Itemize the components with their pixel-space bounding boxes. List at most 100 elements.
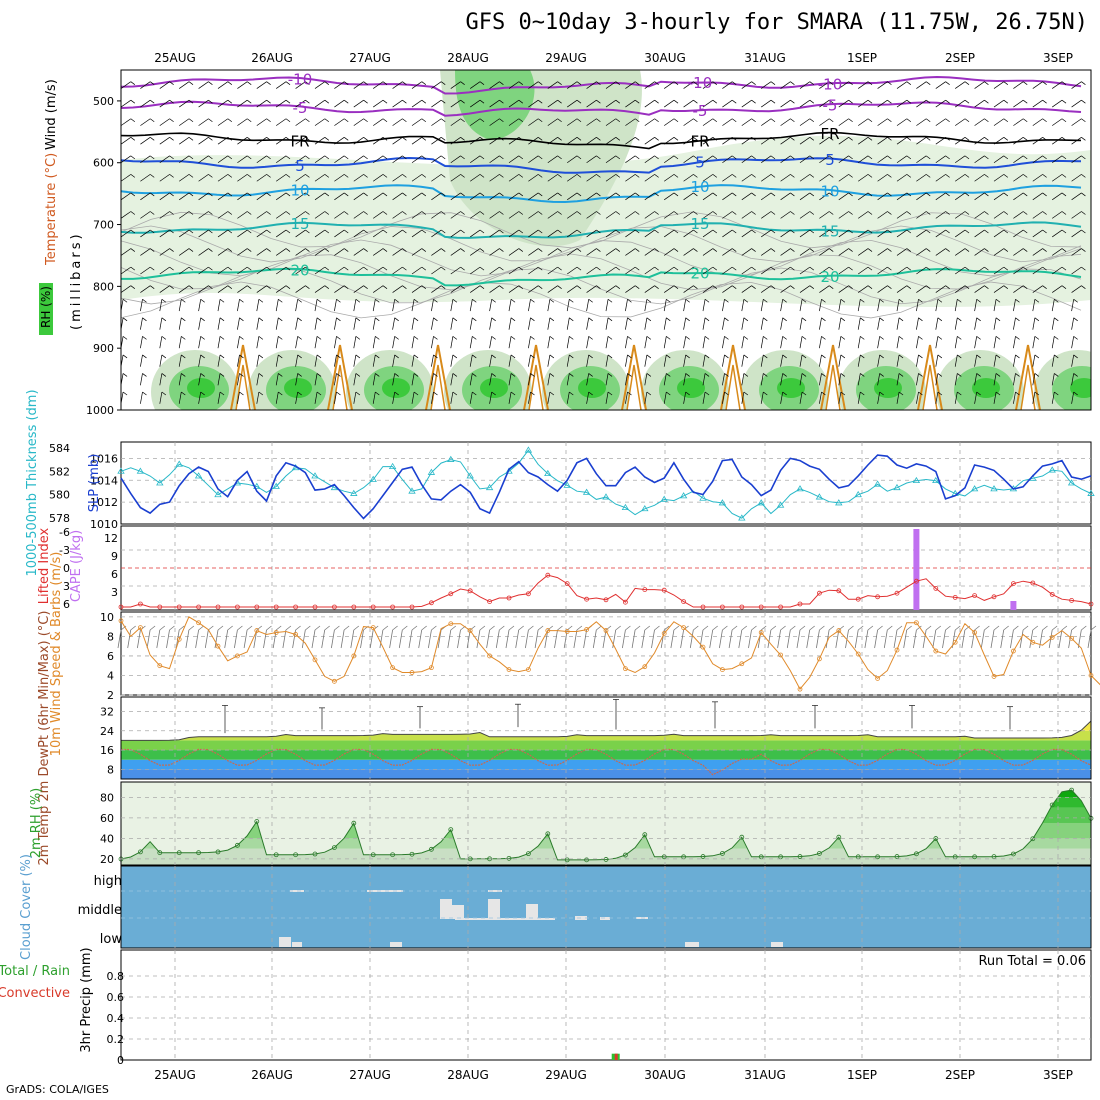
wind-barb-flag xyxy=(452,336,458,340)
wind-barb-flag xyxy=(693,248,698,252)
wind-barb-flag xyxy=(1054,373,1059,377)
wind-barb-flag xyxy=(200,336,205,340)
wind-barb-flag xyxy=(588,336,593,340)
wind-barb xyxy=(159,299,163,312)
wind-barb xyxy=(1013,192,1024,201)
wind-speed-point xyxy=(331,678,337,684)
wind-barb xyxy=(586,336,590,349)
wind-barb-flag xyxy=(840,317,846,322)
wind-barb xyxy=(605,192,617,201)
wind-barb-flag xyxy=(491,317,496,322)
wind-barb-flag xyxy=(247,81,252,85)
wind-barb-flag xyxy=(763,317,768,322)
wind-barb-flag xyxy=(704,317,710,322)
wind-barb-flag xyxy=(324,266,330,271)
wind-barb xyxy=(372,155,384,164)
wind-barb xyxy=(1051,285,1063,293)
thickness-point xyxy=(505,467,513,474)
wind-barb-flag xyxy=(479,248,485,252)
wind-barb-flag xyxy=(530,354,535,359)
wind-barb xyxy=(683,354,687,367)
wind-barb-flag xyxy=(840,391,846,396)
wind-barb xyxy=(935,137,946,145)
wind-barb xyxy=(411,229,423,238)
surface-wind-barb xyxy=(195,629,199,649)
wind-barb xyxy=(625,137,636,145)
rh-low-core xyxy=(1070,378,1091,398)
wind-barb xyxy=(935,373,939,386)
isotherm-label: FR xyxy=(820,125,839,143)
wind-barb xyxy=(392,354,396,367)
wind-barb-flag xyxy=(829,81,834,85)
wind-barb xyxy=(663,174,675,182)
wind-barb-flag xyxy=(227,285,233,289)
wind-barb xyxy=(275,336,279,349)
cloud-bar xyxy=(455,918,555,920)
surface-wind-barb-flag xyxy=(1003,625,1009,631)
wind-barb-flag xyxy=(324,137,330,141)
wind-barb xyxy=(1032,336,1036,349)
surface-wind-barb-flag xyxy=(489,625,495,631)
wind-barb-flag xyxy=(673,285,679,289)
surface-wind-barb-flag xyxy=(295,625,301,631)
wind-barb xyxy=(159,99,170,108)
wind-barb xyxy=(896,391,900,404)
wind-barb xyxy=(198,373,202,386)
wind-barb-flag xyxy=(421,211,427,215)
wind-barb xyxy=(625,354,628,367)
wind-barb xyxy=(605,81,617,89)
wind-barb-flag xyxy=(743,354,749,359)
date-label-top: 1SEP xyxy=(847,51,877,65)
wind-barb xyxy=(1051,118,1063,126)
thickness-point xyxy=(1048,466,1056,473)
wind-barb xyxy=(741,248,752,256)
surface-wind-barb xyxy=(738,629,743,649)
thickness-point xyxy=(253,482,261,489)
rh2m-point xyxy=(312,851,318,857)
wind-barb-flag xyxy=(751,137,756,141)
wind-barb-flag xyxy=(421,285,427,289)
surface-wind-barb xyxy=(544,629,549,649)
wind-barb-flag xyxy=(1073,354,1078,359)
wind-barb xyxy=(566,174,578,182)
precip-axis-label: 3hr Precip (mm) xyxy=(79,947,94,1052)
wind-barb xyxy=(935,248,946,256)
wind-barb-flag xyxy=(732,266,737,271)
wind-barb-flag xyxy=(770,192,776,197)
wind-barb-flag xyxy=(510,336,516,340)
wind-barb-flag xyxy=(324,192,330,197)
wind-barb-flag xyxy=(615,137,621,141)
lifted-index-point xyxy=(506,595,512,601)
rh2m-point xyxy=(603,857,609,862)
wind-barb-flag xyxy=(693,266,698,271)
wind-barb-flag xyxy=(538,155,543,160)
upper-panel-plot xyxy=(121,70,1091,410)
surface-wind-barb xyxy=(602,629,607,649)
wind-barb-flag xyxy=(673,155,679,160)
wind-barb xyxy=(547,299,551,312)
cloud-bar xyxy=(390,942,402,947)
wind-barb xyxy=(140,192,151,201)
wind-barb-flag xyxy=(732,248,737,252)
wind-barb xyxy=(916,155,927,164)
wind-barb-flag xyxy=(829,211,834,215)
wind-barb xyxy=(780,248,791,256)
upper-ytick: 700 xyxy=(93,219,114,232)
wind-barb-flag xyxy=(557,248,562,252)
lifted-index-point xyxy=(836,588,842,594)
surface-wind-barb-flag xyxy=(722,625,728,631)
date-label-top: 29AUG xyxy=(545,51,587,65)
wind-barb-flag xyxy=(1003,266,1009,271)
surface-wind-barb-flag xyxy=(518,625,524,631)
wind-barb xyxy=(683,99,694,108)
wind-barb xyxy=(237,174,248,182)
wind-barb xyxy=(237,266,248,275)
wind-ytick: 6 xyxy=(107,650,114,663)
wind-barb xyxy=(140,391,143,404)
wind-barb xyxy=(334,285,345,293)
surface-wind-barb-flag xyxy=(838,625,845,631)
wind-barb-flag xyxy=(666,317,671,322)
wind-barb xyxy=(450,285,461,293)
wind-barb-flag xyxy=(790,155,795,160)
surface-wind-barb-flag xyxy=(198,625,204,631)
